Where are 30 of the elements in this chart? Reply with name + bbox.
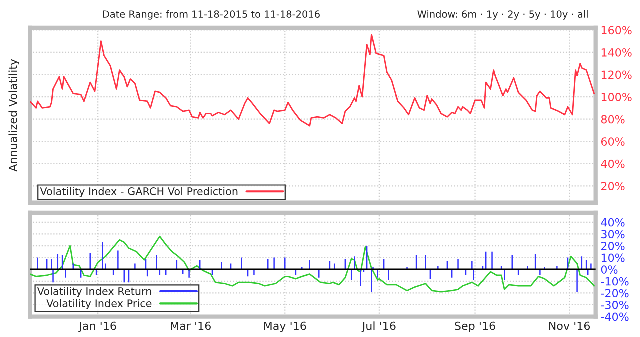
- y-tick-label: 10%: [602, 254, 625, 262]
- y-tick-label: 60%: [601, 138, 625, 146]
- y-tick-label: 120%: [602, 70, 632, 80]
- y-axis-title: Annualized Volatility: [8, 59, 20, 172]
- y-tick-label: -20%: [601, 289, 629, 298]
- text: Date Range: from 11-18-2015 to 11-18-2016: [103, 10, 320, 20]
- x-tick-label: Mar '16: [171, 322, 211, 330]
- x-tick-label: May '16: [264, 322, 306, 332]
- legend-label: Volatility Index Return: [37, 287, 152, 298]
- text: Window: 6m · 1y · 2y · 5y · 10y · all: [418, 10, 588, 20]
- x-tick-label: Jul '16: [362, 322, 396, 332]
- y-tick-label: 30%: [602, 230, 625, 239]
- y-tick-label: 160%: [602, 26, 632, 35]
- y-tick-label: -10%: [601, 277, 629, 286]
- line-series: [30, 34, 595, 127]
- y-tick-label: 140%: [602, 48, 632, 57]
- y-tick-label: 0%: [601, 266, 618, 274]
- y-tick-label: 40%: [601, 218, 625, 227]
- x-tick-label: Jan '16: [78, 322, 116, 332]
- y-tick-label: -40%: [601, 312, 629, 322]
- y-tick-label: 20%: [602, 242, 625, 250]
- x-tick-label: Sep '16: [455, 322, 496, 332]
- y-tick-label: 20%: [602, 182, 625, 191]
- legend-label: Volatility Index Price: [46, 299, 152, 310]
- y-tick-label: -30%: [601, 300, 629, 310]
- x-tick-label: Nov '16: [549, 322, 590, 330]
- y-tick-label: 80%: [601, 115, 625, 124]
- legend-label: Volatility Index - GARCH Vol Prediction: [40, 187, 238, 198]
- y-tick-label: 100%: [602, 93, 632, 102]
- y-tick-label: 40%: [601, 160, 625, 168]
